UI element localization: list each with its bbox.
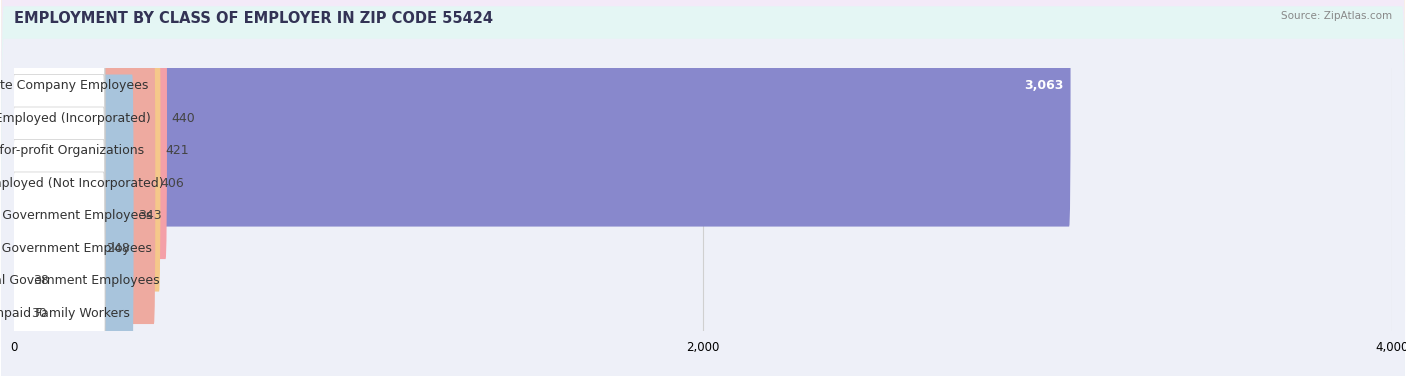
Text: 3,063: 3,063 bbox=[1025, 79, 1064, 92]
Text: Unpaid Family Workers: Unpaid Family Workers bbox=[0, 306, 131, 320]
Text: Private Company Employees: Private Company Employees bbox=[0, 79, 149, 92]
FancyBboxPatch shape bbox=[13, 0, 1070, 227]
FancyBboxPatch shape bbox=[1, 0, 1405, 360]
Text: 343: 343 bbox=[138, 209, 162, 222]
Text: Self-Employed (Incorporated): Self-Employed (Incorporated) bbox=[0, 112, 150, 124]
Text: EMPLOYMENT BY CLASS OF EMPLOYER IN ZIP CODE 55424: EMPLOYMENT BY CLASS OF EMPLOYER IN ZIP C… bbox=[14, 11, 494, 26]
FancyBboxPatch shape bbox=[1, 6, 1405, 376]
Text: 30: 30 bbox=[31, 306, 46, 320]
Text: 421: 421 bbox=[166, 144, 188, 157]
Text: 248: 248 bbox=[105, 241, 129, 255]
Text: State Government Employees: State Government Employees bbox=[0, 209, 153, 222]
FancyBboxPatch shape bbox=[13, 9, 160, 291]
Text: Self-Employed (Not Incorporated): Self-Employed (Not Incorporated) bbox=[0, 177, 163, 190]
FancyBboxPatch shape bbox=[13, 0, 167, 259]
FancyBboxPatch shape bbox=[13, 139, 28, 376]
FancyBboxPatch shape bbox=[13, 42, 155, 324]
Text: Federal Government Employees: Federal Government Employees bbox=[0, 274, 159, 287]
Text: 440: 440 bbox=[172, 112, 195, 124]
FancyBboxPatch shape bbox=[1, 39, 1405, 376]
FancyBboxPatch shape bbox=[13, 172, 105, 376]
FancyBboxPatch shape bbox=[13, 74, 134, 356]
FancyBboxPatch shape bbox=[13, 9, 105, 291]
FancyBboxPatch shape bbox=[13, 74, 105, 356]
Text: 406: 406 bbox=[160, 177, 184, 190]
FancyBboxPatch shape bbox=[13, 172, 25, 376]
Text: Local Government Employees: Local Government Employees bbox=[0, 241, 152, 255]
FancyBboxPatch shape bbox=[13, 0, 105, 227]
FancyBboxPatch shape bbox=[13, 42, 105, 324]
Text: 38: 38 bbox=[34, 274, 49, 287]
FancyBboxPatch shape bbox=[13, 0, 105, 259]
FancyBboxPatch shape bbox=[13, 139, 105, 376]
Text: Source: ZipAtlas.com: Source: ZipAtlas.com bbox=[1281, 11, 1392, 21]
FancyBboxPatch shape bbox=[13, 107, 101, 376]
Text: Not-for-profit Organizations: Not-for-profit Organizations bbox=[0, 144, 145, 157]
FancyBboxPatch shape bbox=[13, 107, 105, 376]
